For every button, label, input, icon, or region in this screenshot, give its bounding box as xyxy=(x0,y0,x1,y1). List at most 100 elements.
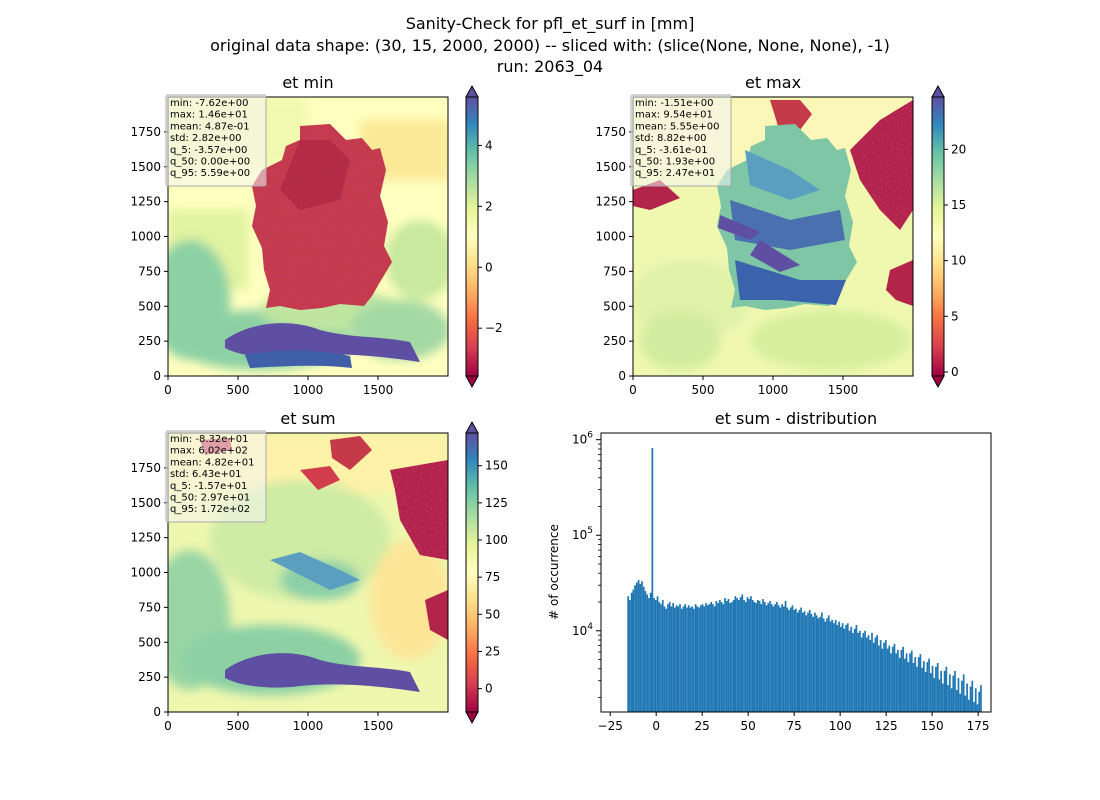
histogram-bar xyxy=(815,615,818,712)
colorbar-tick-label: 100 xyxy=(485,533,508,547)
histogram-bar xyxy=(654,599,657,712)
x-tick-label: 75 xyxy=(787,719,802,733)
stats-line: max: 6.02e+02 xyxy=(170,446,248,457)
y-tick-label: 250 xyxy=(603,334,626,348)
y-tick-label: 104 xyxy=(572,622,593,638)
histogram-bar xyxy=(737,599,740,712)
histogram-bar xyxy=(699,605,702,712)
histogram-bar xyxy=(891,646,894,712)
histogram-bar xyxy=(696,606,699,712)
colorbar-tick-label: 25 xyxy=(485,645,500,659)
histogram-bar xyxy=(800,607,802,712)
y-tick-label: 1000 xyxy=(130,566,161,580)
colorbar-tick-label: 10 xyxy=(951,254,966,268)
colorbar-tick-label: 15 xyxy=(951,198,966,212)
histogram-bar xyxy=(758,600,761,712)
y-axis-label-distribution: # of occurrence xyxy=(547,524,561,620)
histogram-bar xyxy=(831,619,834,712)
histogram-bar xyxy=(627,596,630,712)
histogram-bar xyxy=(969,686,972,712)
histogram-bar xyxy=(950,688,953,712)
heatmap-et-max xyxy=(633,97,913,376)
stats-box-bg xyxy=(630,94,732,187)
histogram-bar xyxy=(753,602,756,712)
x-tick-label: 0 xyxy=(164,719,172,733)
histogram-bar xyxy=(848,630,851,712)
histogram-bar xyxy=(942,683,944,712)
histogram-bar xyxy=(903,658,906,712)
colorbar-tick-label: 125 xyxy=(485,496,508,510)
stats-line: mean: 4.82e+01 xyxy=(170,457,254,468)
histogram-bar xyxy=(962,674,965,712)
histogram-bar xyxy=(805,615,808,712)
y-tick-label: 1250 xyxy=(595,195,626,209)
histogram-bar xyxy=(881,648,884,712)
histogram-bar xyxy=(872,642,875,712)
y-tick-label: 750 xyxy=(138,264,161,278)
histogram-bar xyxy=(725,600,728,712)
histogram-bar xyxy=(713,606,716,712)
y-tick-label: 500 xyxy=(138,299,161,313)
histogram-bar xyxy=(665,608,668,712)
histogram-bar xyxy=(905,653,908,712)
colorbar-tick-label: 150 xyxy=(485,459,508,473)
figure-title-line-1: Sanity-Check for pfl_et_surf in [mm] xyxy=(406,14,695,34)
histogram-bar xyxy=(649,592,652,712)
histogram-bar xyxy=(826,618,828,712)
stats-line: q_5: -3.57e+00 xyxy=(170,145,247,156)
colorbar-tick-label: 0 xyxy=(951,365,959,379)
histogram-bar xyxy=(933,678,936,712)
histogram-bar xyxy=(698,607,700,712)
histogram-bar xyxy=(862,632,865,712)
stats-box-bg xyxy=(165,430,267,523)
histogram-bar xyxy=(634,585,636,712)
histogram-bar xyxy=(966,683,968,712)
x-tick-label: 500 xyxy=(227,719,250,733)
heatmap-et-min xyxy=(168,97,448,376)
histogram-bar xyxy=(865,637,868,712)
y-tick-label: 106 xyxy=(572,431,593,447)
histogram-bar xyxy=(639,583,642,712)
colorbar-tick-label: 5 xyxy=(951,309,959,323)
histogram-bar xyxy=(751,599,754,712)
histogram-bar xyxy=(961,680,963,712)
colorbar-extend-bottom xyxy=(465,711,479,725)
histogram-bar xyxy=(954,670,956,712)
histogram-bar xyxy=(710,602,713,712)
stats-box-bg xyxy=(165,94,267,187)
histogram-bar xyxy=(857,632,860,712)
x-tick-label: 0 xyxy=(164,383,172,397)
histogram-bar xyxy=(630,592,633,712)
histogram-bar xyxy=(658,602,661,712)
y-tick-label: 1250 xyxy=(130,195,161,209)
histogram-bar xyxy=(734,596,737,712)
histogram-bar xyxy=(782,606,785,712)
histogram-bar xyxy=(668,602,671,712)
figure-title-line-2: original data shape: (30, 15, 2000, 2000… xyxy=(210,36,890,55)
histogram-bar xyxy=(945,666,948,712)
histogram-bar xyxy=(917,657,920,712)
histogram-bar xyxy=(632,589,635,712)
histogram-bar xyxy=(724,598,726,712)
histogram-bar xyxy=(884,640,887,712)
histogram-bar xyxy=(924,672,927,712)
histogram-bar xyxy=(827,615,830,712)
histogram-bar xyxy=(667,604,669,712)
x-axis-et-sum: 0 500 1000 1500 xyxy=(164,712,393,733)
histogram-bar xyxy=(796,612,799,712)
histogram-bar xyxy=(859,630,861,712)
histogram-bar xyxy=(935,666,937,712)
panel-title-distribution: et sum - distribution xyxy=(715,409,877,428)
stats-line: q_50: 2.97e+01 xyxy=(170,493,250,504)
x-axis-et-min: 0 500 1000 1500 xyxy=(164,376,393,397)
histogram-bar xyxy=(978,691,981,712)
histogram-bar xyxy=(684,604,687,712)
histogram-bar xyxy=(743,599,745,712)
histogram-bar xyxy=(708,604,711,712)
histogram-bar xyxy=(629,599,631,712)
histogram-bar xyxy=(833,623,835,712)
histogram-bar xyxy=(886,648,889,712)
colorbar-frame xyxy=(931,96,945,377)
